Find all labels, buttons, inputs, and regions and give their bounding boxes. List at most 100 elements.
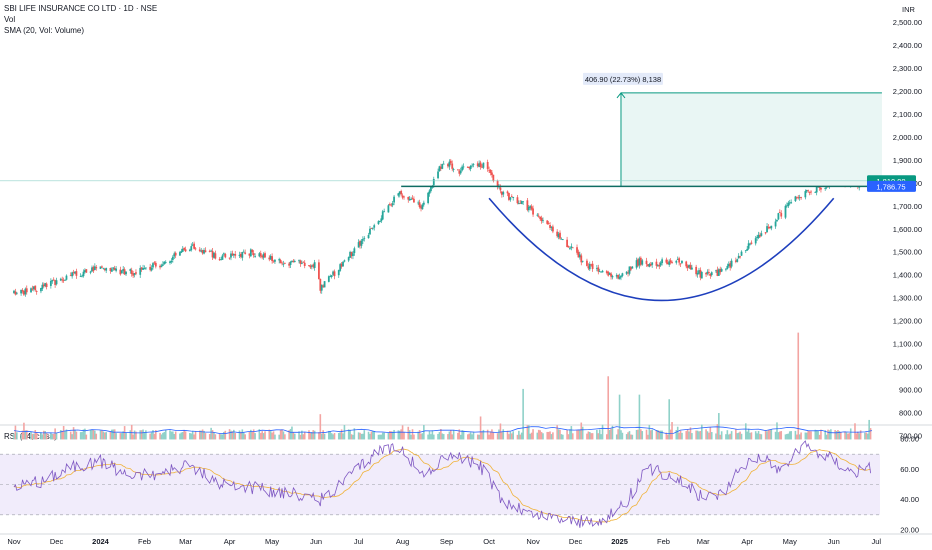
volume-bar [112, 429, 115, 440]
candle-body [655, 261, 658, 266]
candle-body [669, 260, 672, 263]
volume-bar [557, 429, 560, 440]
volume-bar [730, 431, 733, 440]
volume-bar [105, 432, 107, 440]
candle-body [489, 169, 492, 173]
candle-body [814, 191, 817, 193]
volume-bar [817, 430, 819, 440]
candle-body [726, 265, 729, 269]
volume-bar [411, 429, 414, 440]
volume-bar [208, 433, 211, 440]
time-label: Jun [310, 537, 322, 546]
candle-body [408, 198, 411, 201]
candle-body [231, 253, 234, 256]
candle-body [805, 190, 808, 192]
volume-bar [35, 432, 38, 440]
candle-body [241, 251, 244, 258]
volume-bar [193, 434, 195, 440]
candle-body [689, 265, 692, 270]
candle-body [49, 280, 52, 286]
candle-body [188, 249, 191, 251]
candle-body [749, 243, 751, 245]
volume-bar [115, 433, 117, 440]
volume-bar [648, 424, 651, 440]
candle-body [350, 251, 353, 257]
volume-bar [169, 430, 171, 440]
candle-body [658, 264, 661, 267]
candle-body [353, 248, 356, 254]
volume-bar [342, 433, 344, 440]
volume-bar [864, 432, 866, 440]
candle-body [101, 266, 103, 268]
volume-bar [452, 430, 455, 440]
candle-body [238, 254, 241, 256]
volume-bar [579, 429, 581, 440]
candle-body [122, 268, 125, 271]
volume-bar [566, 429, 568, 440]
target-label-box [582, 72, 663, 85]
candle-body [597, 267, 600, 272]
volume-bar [271, 432, 273, 440]
candle-body [420, 206, 422, 209]
candle-body [720, 269, 723, 272]
candle-body [774, 221, 777, 227]
candle-body [119, 269, 122, 275]
candle-body [469, 166, 472, 170]
volume-bar [618, 394, 621, 440]
candle-body [69, 275, 72, 277]
volume-bar [81, 431, 83, 440]
candle-body [756, 236, 759, 239]
volume-bar [715, 433, 717, 440]
candle-body [74, 271, 76, 274]
volume-bar [52, 433, 55, 440]
candle-body [410, 199, 412, 201]
volume-bar [760, 434, 763, 440]
volume-bar [567, 434, 570, 440]
volume-bar [510, 433, 513, 440]
volume-bar [679, 430, 682, 440]
volume-bar [383, 432, 385, 440]
candle-body [190, 246, 193, 251]
candle-body [509, 197, 512, 200]
candle-body [380, 218, 383, 222]
candle-body [696, 272, 699, 275]
volume-bar [109, 431, 112, 440]
volume-bar [810, 431, 812, 440]
symbol-title[interactable]: SBI LIFE INSURANCE CO LTD · 1D · NSE [4, 4, 158, 13]
candle-body [685, 261, 688, 267]
target-zone [620, 92, 882, 187]
volume-bar [389, 431, 391, 440]
candle-body [252, 253, 255, 256]
candle-body [30, 288, 32, 293]
candle-body [499, 187, 502, 191]
volume-bar [506, 430, 509, 440]
volume-bar [659, 430, 662, 440]
candle-body [142, 268, 144, 270]
candle-body [628, 266, 631, 274]
candle-body [645, 260, 648, 265]
candle-body [75, 271, 78, 276]
volume-bar [210, 427, 212, 440]
candle-body [439, 166, 442, 169]
candle-body [546, 220, 549, 224]
candle-body [668, 261, 671, 265]
candle-body [651, 262, 654, 265]
volume-bar [596, 429, 598, 440]
volume-bar [542, 433, 544, 440]
volume-bar [747, 428, 750, 440]
candle-body [258, 253, 261, 257]
candle-body [31, 288, 34, 290]
candle-body [93, 266, 96, 270]
candle-body [607, 271, 610, 276]
volume-bar [111, 429, 113, 440]
candle-body [529, 206, 532, 208]
volume-bar [794, 430, 797, 440]
time-label: May [783, 537, 797, 546]
candle-body [292, 260, 295, 263]
volume-bar [398, 430, 401, 440]
candle-body [228, 257, 231, 259]
candle-body [388, 204, 391, 206]
volume-bar [408, 430, 411, 440]
volume-bar [441, 433, 444, 440]
